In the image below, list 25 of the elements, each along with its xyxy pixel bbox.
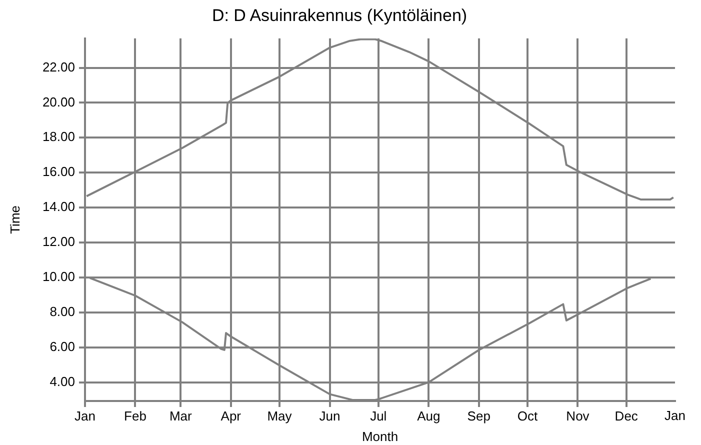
x-tick-label: Jan	[74, 408, 96, 424]
x-tick-label: Jul	[370, 408, 387, 424]
x-tick-label: Apr	[220, 408, 242, 424]
x-tick-label: Jun	[319, 408, 340, 424]
y-tick-label: 10.00	[42, 269, 75, 284]
y-tick-label: 4.00	[50, 374, 75, 389]
y-tick-label: 6.00	[50, 338, 75, 354]
y-tick-label: 12.00	[42, 234, 75, 250]
x-tick-label: Feb	[124, 408, 146, 424]
chart-title: D: D Asuinrakennus (Kyntöläinen)	[212, 6, 468, 25]
x-tick-label: Dec	[614, 408, 638, 424]
y-tick-label: 14.00	[42, 199, 75, 214]
x-tick-label: Aug	[417, 408, 440, 424]
x-tick-label: Mar	[169, 408, 192, 424]
x-tick-label: Nov	[566, 408, 590, 424]
y-tick-label: 8.00	[50, 304, 75, 319]
x-tick-label: Oct	[517, 408, 538, 424]
y-axis-title: Time	[7, 205, 22, 234]
y-tick-label: 18.00	[42, 129, 75, 144]
x-tick-label: May	[267, 408, 292, 424]
y-tick-label: 22.00	[42, 59, 75, 74]
y-tick-label: 20.00	[42, 94, 75, 110]
x-tick-label: Sep	[467, 408, 490, 424]
y-tick-label: 16.00	[42, 164, 75, 180]
x-axis-title: Month	[362, 428, 398, 444]
